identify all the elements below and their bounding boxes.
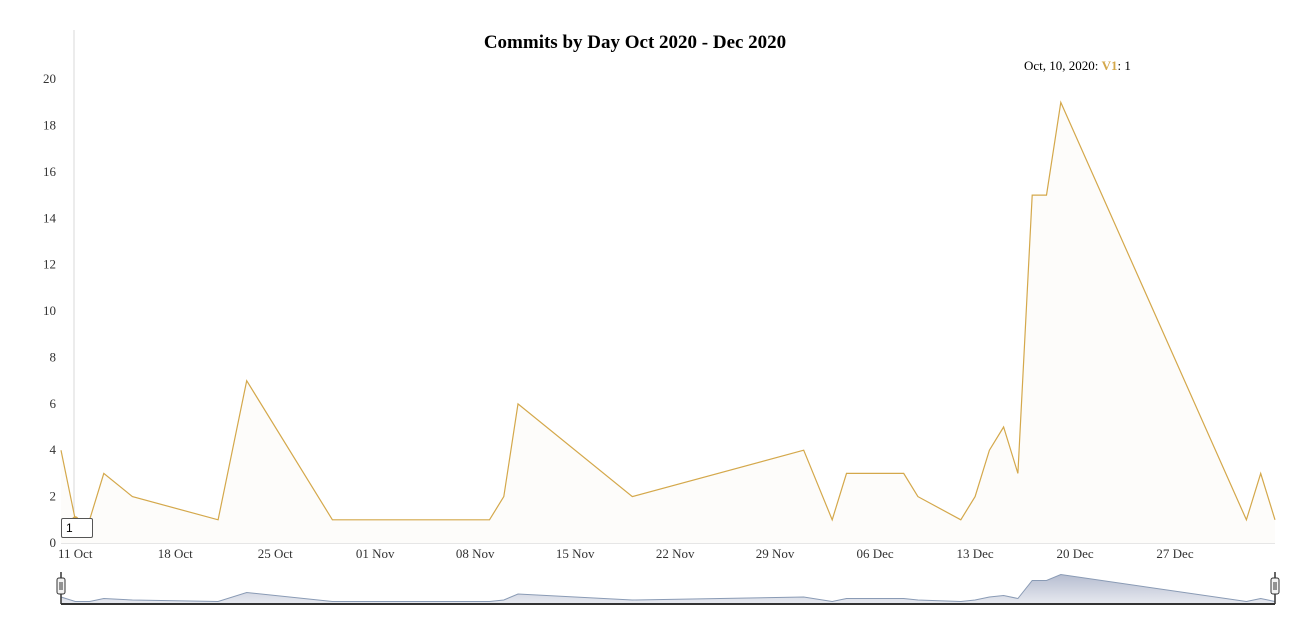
- x-tick-label: 06 Dec: [857, 546, 894, 561]
- legend-date: Oct, 10, 2020: [1024, 58, 1095, 73]
- y-tick-label: 2: [50, 489, 57, 504]
- y-axis: 0 2 4 6 8 10 12 14 16 18 20: [43, 71, 57, 550]
- navigator[interactable]: [56, 572, 1280, 605]
- x-tick-label: 25 Oct: [258, 546, 293, 561]
- x-tick-label: 29 Nov: [756, 546, 795, 561]
- y-tick-label: 18: [43, 118, 56, 133]
- y-tick-label: 6: [50, 396, 57, 411]
- navigator-left-handle[interactable]: [56, 577, 66, 595]
- hover-value-box: 1: [61, 518, 93, 538]
- legend-series-name: V1: [1102, 58, 1118, 73]
- y-tick-label: 0: [50, 535, 57, 550]
- x-tick-label: 11 Oct: [58, 546, 93, 561]
- legend-colon-1: :: [1095, 58, 1102, 73]
- chart-title: Commits by Day Oct 2020 - Dec 2020: [484, 32, 786, 53]
- plot-area[interactable]: [60, 30, 1276, 544]
- y-tick-label: 8: [50, 349, 57, 364]
- navigator-right-handle[interactable]: [1270, 577, 1280, 595]
- x-tick-label: 18 Oct: [158, 546, 193, 561]
- y-tick-label: 20: [43, 71, 56, 86]
- y-tick-label: 14: [43, 210, 57, 225]
- x-tick-label: 15 Nov: [556, 546, 595, 561]
- series-line: [60, 100, 1276, 522]
- x-tick-label: 27 Dec: [1156, 546, 1193, 561]
- y-tick-label: 16: [43, 164, 57, 179]
- legend-colon-2: :: [1118, 58, 1125, 73]
- y-tick-label: 10: [43, 303, 56, 318]
- legend-value: 1: [1124, 58, 1131, 73]
- legend: Oct, 10, 2020: V1: 1: [1024, 58, 1131, 73]
- y-tick-label: 4: [50, 442, 57, 457]
- y-tick-label: 12: [43, 257, 56, 272]
- x-tick-label: 20 Dec: [1056, 546, 1093, 561]
- navigator-area: [61, 574, 1275, 603]
- x-tick-label: 13 Dec: [956, 546, 993, 561]
- x-tick-label: 08 Nov: [456, 546, 495, 561]
- navigator-line: [60, 573, 1276, 603]
- x-axis: 11 Oct 18 Oct 25 Oct 01 Nov 08 Nov 15 Nov 22 N…: [58, 546, 1194, 561]
- series-area: [61, 102, 1275, 544]
- x-tick-label: 22 Nov: [656, 546, 695, 561]
- x-tick-label: 01 Nov: [356, 546, 395, 561]
